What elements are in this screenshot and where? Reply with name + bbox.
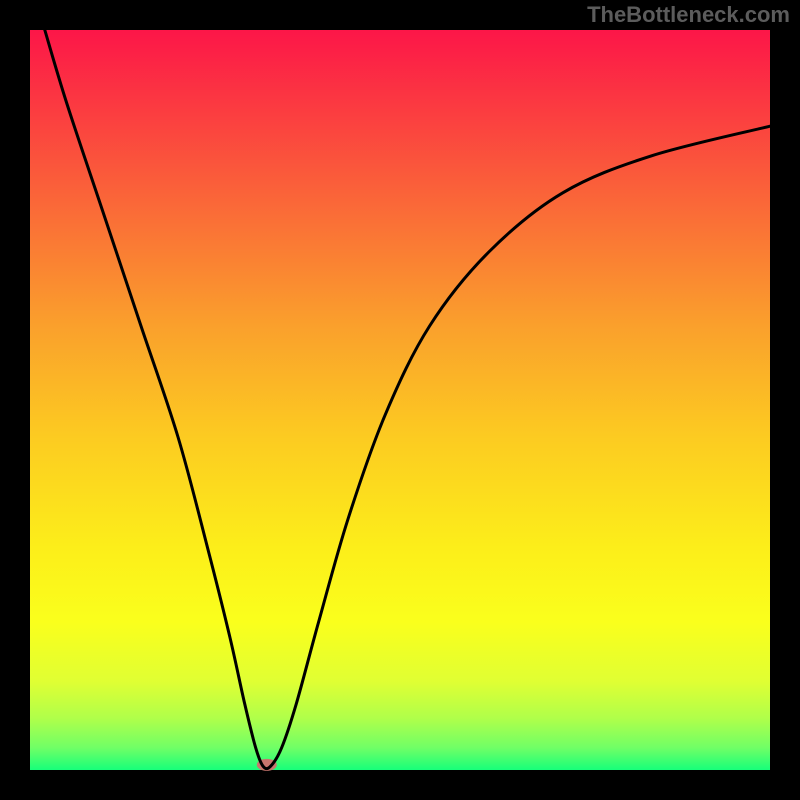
plot-area (30, 30, 770, 770)
bottleneck-chart-svg (0, 0, 800, 800)
watermark-text: TheBottleneck.com (587, 2, 790, 28)
chart-container: TheBottleneck.com (0, 0, 800, 800)
